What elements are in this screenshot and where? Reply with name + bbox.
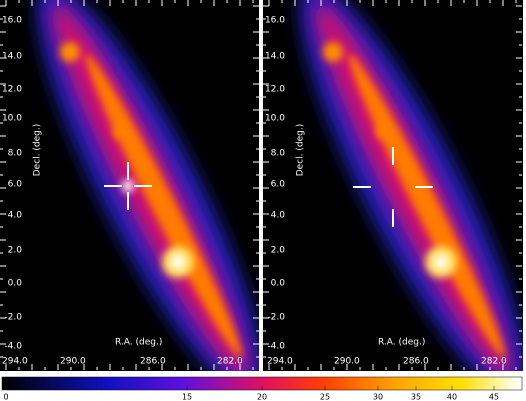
source	[323, 42, 343, 62]
intensity-map	[300, 0, 523, 371]
y-tick-label: 2.0	[271, 246, 286, 256]
source	[376, 125, 390, 139]
y-tick-label: 2.0	[8, 246, 23, 256]
y-tick-label: 10.0	[265, 114, 285, 124]
x-tick-label: 286.0	[403, 357, 429, 367]
y-tick-label: 8.0	[271, 149, 286, 159]
colorbar-tick-label: 35	[411, 393, 421, 401]
y-tick-label: 16.0	[2, 16, 22, 26]
x-axis-label: R.A. (deg.)	[378, 338, 425, 348]
y-tick-label: 12.0	[265, 85, 285, 95]
panel	[263, 0, 523, 371]
x-tick-label: 294.0	[2, 357, 28, 367]
y-tick-label: 16.0	[265, 16, 285, 26]
y-axis-label: Decl. (deg.)	[33, 124, 43, 176]
y-tick-label: 10.0	[2, 114, 22, 124]
colorbar-tick-label: 30	[373, 393, 383, 401]
x-tick-label: 282.0	[481, 357, 507, 367]
source	[113, 125, 127, 139]
y-tick-label: 6.0	[271, 180, 286, 190]
y-tick-label: 14.0	[265, 52, 285, 62]
y-tick-label: 8.0	[8, 149, 23, 159]
source	[434, 255, 448, 269]
y-tick-label: 4.0	[8, 211, 23, 221]
y-tick-label: 6.0	[8, 180, 23, 190]
y-tick-label: -4.0	[4, 342, 22, 352]
panel	[0, 0, 259, 371]
source	[60, 42, 80, 62]
y-tick-label: 12.0	[2, 85, 22, 95]
colorbar-tick-label: 25	[320, 393, 330, 401]
y-tick-label: 0.0	[8, 279, 23, 289]
colorbar-tick-label: 15	[182, 393, 192, 401]
y-tick-label: -2.0	[267, 313, 285, 323]
source	[171, 255, 185, 269]
colorbar-tick-label: 0	[3, 393, 8, 401]
x-axis-label: R.A. (deg.)	[115, 338, 162, 348]
x-tick-label: 290.0	[334, 357, 360, 367]
y-tick-label: 4.0	[271, 211, 286, 221]
y-tick-label: 14.0	[2, 52, 22, 62]
x-tick-label: 294.0	[267, 357, 293, 367]
colorbar-tick-label: 40	[447, 393, 457, 401]
colorbar-tick-label: 45	[489, 393, 499, 401]
y-tick-label: -4.0	[267, 342, 285, 352]
colorbar: 0 15 20 25 30 35 40 45	[1, 376, 523, 401]
x-tick-label: 282.0	[217, 357, 243, 367]
y-axis-label: Decl. (deg.)	[296, 124, 306, 176]
y-tick-label: 0.0	[271, 279, 286, 289]
x-tick-label: 286.0	[140, 357, 166, 367]
y-tick-label: -2.0	[4, 313, 22, 323]
colorbar-tick-label: 20	[257, 393, 267, 401]
source	[122, 180, 134, 192]
x-tick-label: 290.0	[60, 357, 86, 367]
intensity-map	[37, 0, 259, 371]
